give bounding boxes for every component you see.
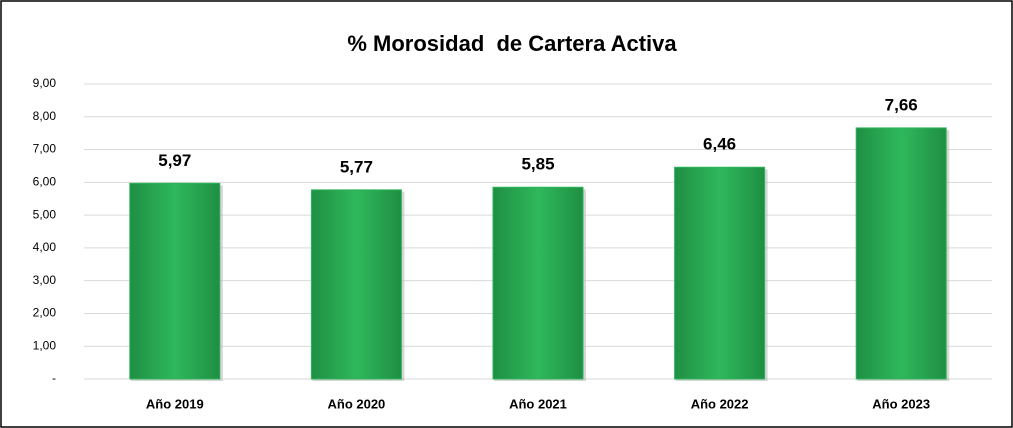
y-tick-label: 6,00 [33, 175, 57, 189]
bar [855, 127, 947, 380]
bar [129, 182, 221, 380]
chart-title: % Morosidad de Cartera Activa [347, 31, 677, 56]
x-tick-label: Año 2020 [327, 396, 385, 411]
value-label: 5,77 [340, 157, 373, 176]
bar [674, 166, 766, 380]
bar [310, 189, 402, 380]
y-tick-label: 2,00 [33, 306, 57, 320]
x-tick-label: Año 2023 [872, 396, 930, 411]
value-label: 6,46 [703, 135, 736, 154]
y-tick-label: 1,00 [33, 338, 57, 352]
y-tick-label: 8,00 [33, 109, 57, 123]
y-tick-label: 7,00 [33, 142, 57, 156]
x-tick-label: Año 2021 [509, 396, 567, 411]
value-label: 5,85 [521, 155, 554, 174]
y-tick-label: 4,00 [33, 240, 57, 254]
bar [492, 186, 584, 380]
x-tick-label: Año 2019 [146, 396, 204, 411]
x-tick-label: Año 2022 [691, 396, 749, 411]
value-label: 5,97 [158, 151, 191, 170]
value-label: 7,66 [885, 95, 918, 114]
y-tick-label: 3,00 [33, 273, 57, 287]
y-tick-label: - [52, 371, 56, 385]
y-tick-label: 5,00 [33, 207, 57, 221]
y-tick-label: 9,00 [33, 76, 57, 90]
